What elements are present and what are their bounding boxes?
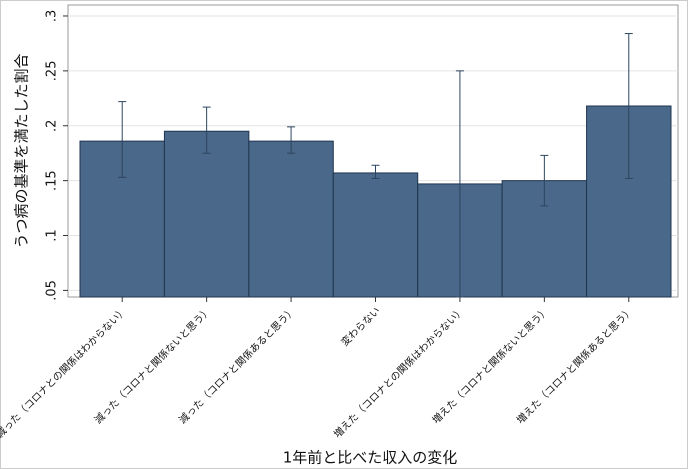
error-bar — [371, 164, 380, 179]
y-tick-label: .25 — [45, 61, 60, 82]
y-tick-label: .1 — [45, 229, 60, 241]
error-bar — [287, 126, 296, 154]
error-bar — [624, 33, 633, 179]
y-tick-label: .3 — [45, 10, 60, 22]
error-bar — [118, 101, 127, 178]
error-bar — [202, 106, 211, 154]
error-bar — [540, 154, 549, 207]
bar — [248, 140, 334, 298]
x-axis-title: 1年前と比べた収入の変化 — [283, 449, 458, 467]
bar — [332, 172, 419, 298]
y-tick-label: .05 — [45, 280, 60, 301]
y-axis-title: うつ病の基準を満たした割合 — [13, 53, 31, 248]
y-tick-label: .2 — [45, 120, 60, 132]
bar — [163, 130, 250, 298]
y-tick-label: .15 — [45, 170, 60, 191]
